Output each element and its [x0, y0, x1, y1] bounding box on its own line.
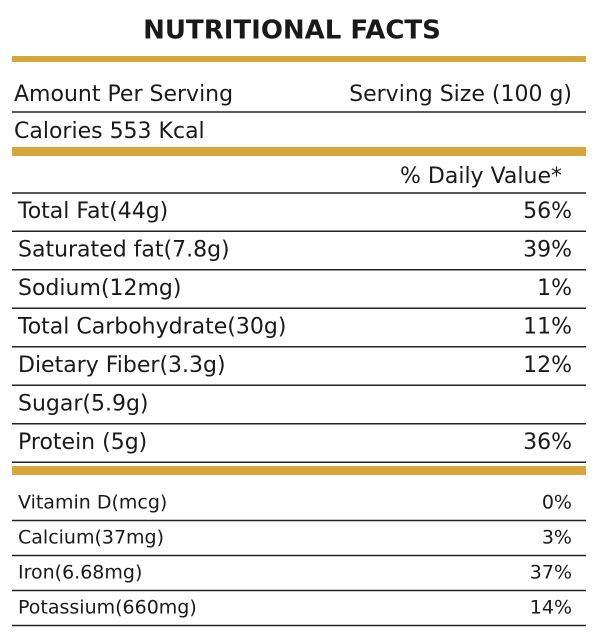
- daily-value: 56%: [523, 199, 572, 224]
- dv-header: % Daily Value*: [400, 164, 562, 189]
- nutrient-name: Total Carbohydrate(30g): [17, 315, 286, 340]
- serving-size: Serving Size (100 g): [349, 82, 572, 107]
- gold-bar: [12, 466, 586, 475]
- daily-value: 36%: [523, 430, 572, 455]
- daily-value: 0%: [542, 492, 572, 514]
- daily-value: 3%: [542, 527, 572, 549]
- daily-value: 14%: [530, 597, 572, 619]
- gold-bar: [12, 147, 586, 156]
- daily-value: 37%: [530, 562, 572, 584]
- title: NUTRITIONAL FACTS: [143, 16, 441, 46]
- nutrient-name: Iron(6.68mg): [18, 562, 142, 584]
- nutrient-name: Saturated fat(7.8g): [18, 238, 230, 263]
- amount-label: Amount Per Serving: [14, 82, 233, 107]
- calories: Calories 553 Kcal: [14, 119, 205, 144]
- gold-bar: [12, 56, 586, 62]
- daily-value: 11%: [523, 315, 572, 340]
- daily-value: 1%: [537, 276, 572, 301]
- nutrient-name: Vitamin D(mcg): [18, 492, 167, 514]
- nutrient-name: Dietary Fiber(3.3g): [18, 353, 226, 378]
- daily-value: 39%: [523, 238, 572, 263]
- nutrient-name: Total Fat(44g): [17, 199, 168, 224]
- nutrient-name: Sodium(12mg): [18, 276, 181, 301]
- nutrient-name: Potassium(660mg): [18, 597, 197, 619]
- nutrient-name: Sugar(5.9g): [18, 392, 149, 417]
- daily-value: 12%: [523, 353, 572, 378]
- nutrient-name: Protein (5g): [18, 430, 147, 455]
- nutrient-name: Calcium(37mg): [18, 527, 164, 549]
